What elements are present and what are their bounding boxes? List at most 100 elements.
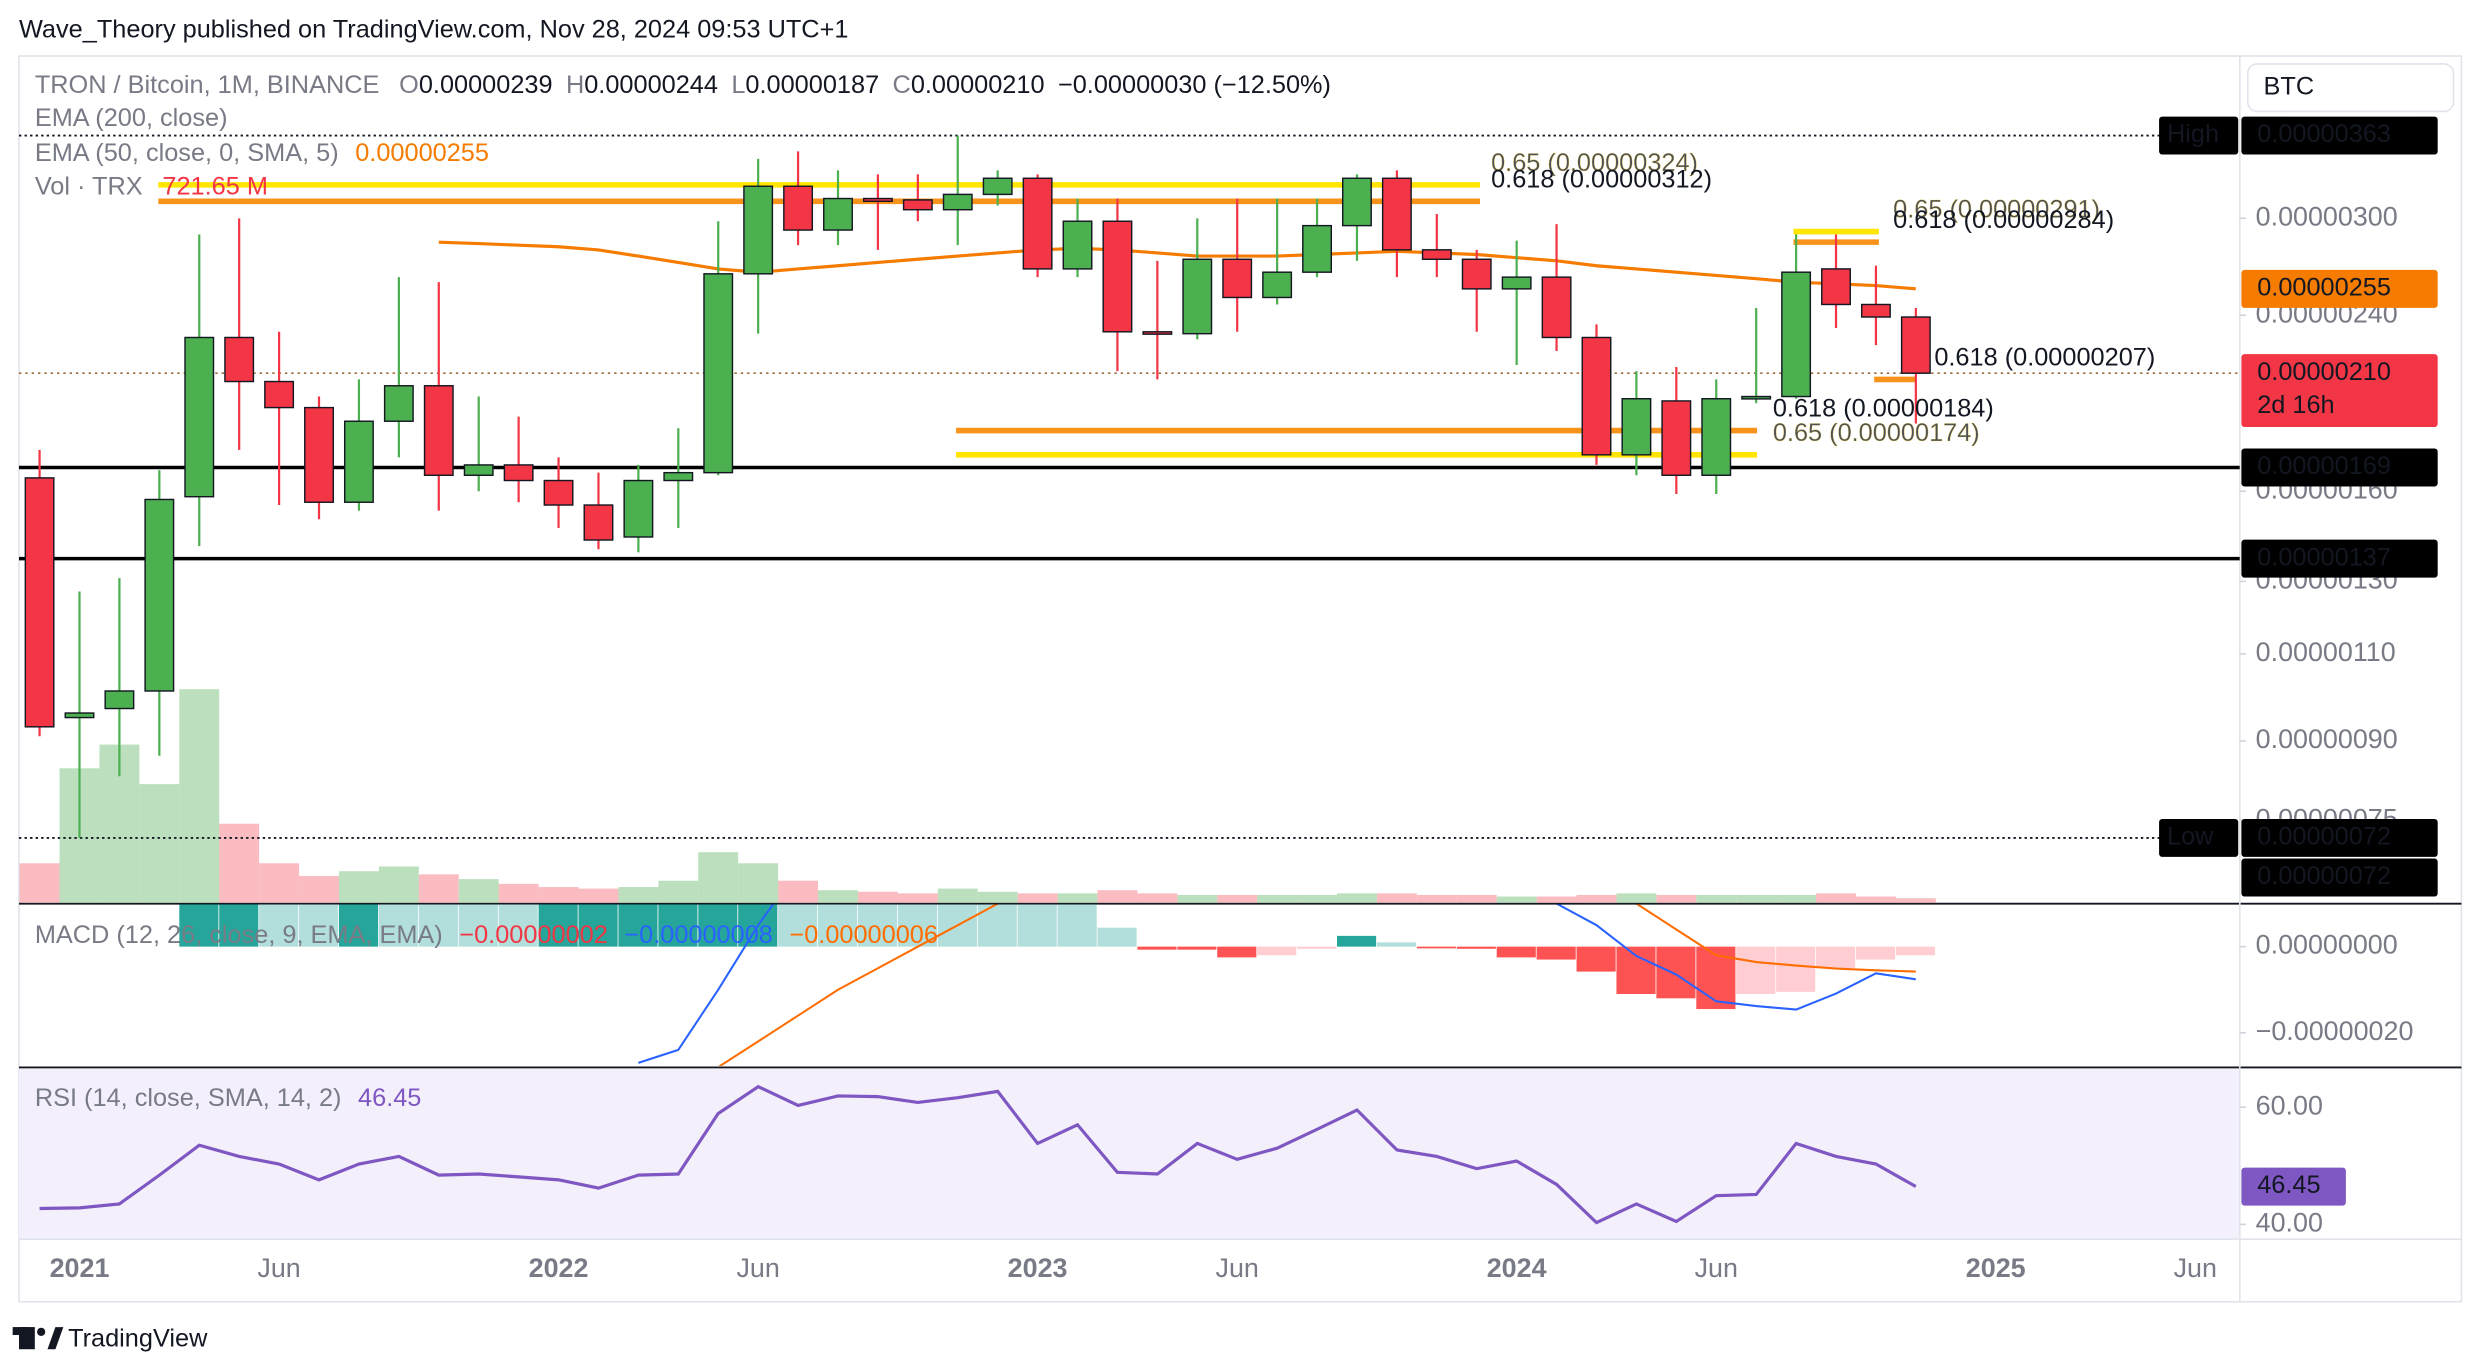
candle-body: [1741, 395, 1772, 400]
time-label: Jun: [1695, 1253, 1738, 1283]
candle-body: [703, 273, 734, 474]
price-label-box: [2241, 269, 2438, 308]
volume-bar: [1177, 894, 1218, 903]
candle-body: [1501, 276, 1532, 290]
price-label: 0.00000137: [2257, 543, 2391, 571]
macd-histogram-bar: [1337, 935, 1377, 947]
volume-bar: [1656, 894, 1697, 903]
volume-bar: [1536, 896, 1577, 903]
volume-bar: [179, 689, 220, 903]
candle-body: [902, 199, 933, 211]
macd-histogram-bar: [259, 904, 299, 947]
candle-body: [1781, 271, 1812, 398]
rsi-layer: [39, 1084, 1917, 1225]
volume-bar: [1257, 894, 1298, 903]
time-label: 2024: [1487, 1253, 1547, 1283]
price-label: 0.00000169: [2257, 452, 2391, 480]
candle-body: [343, 420, 374, 503]
macd-layer: [179, 904, 1936, 1066]
logo-part: [47, 1327, 64, 1350]
macd-histogram-bar: [1217, 946, 1257, 958]
price-label-note: 2d 16h: [2257, 391, 2334, 419]
volume-bar: [139, 784, 180, 903]
close-value: 0.00000210: [911, 71, 1045, 99]
macd-histogram-bar: [618, 904, 658, 947]
candle-body: [823, 197, 853, 231]
candle-body: [1222, 258, 1253, 299]
currency-button[interactable]: [2246, 63, 2455, 113]
currency-label[interactable]: BTC: [2264, 72, 2315, 100]
candle-body: [982, 177, 1013, 196]
candle-body: [1541, 276, 1572, 339]
macd-histogram-bar: [1855, 946, 1896, 960]
candle-body: [383, 385, 414, 422]
candle-body: [1621, 398, 1652, 456]
volume-bar: [1576, 894, 1617, 903]
price-label: 0.00000072: [2257, 862, 2391, 890]
volume-bar: [498, 883, 539, 903]
candle-body: [1860, 303, 1891, 318]
volume-bar: [937, 888, 978, 903]
macd-histogram-bar: [1656, 946, 1696, 999]
candle-body: [1900, 316, 1931, 374]
fib-label: 0.65 (0.00000324): [1491, 149, 1698, 177]
price-label: 0.00000363: [2257, 120, 2391, 148]
time-label: Jun: [736, 1253, 779, 1283]
candle-body: [1142, 331, 1173, 335]
candle-body: [663, 471, 694, 482]
price-label-box: [2241, 858, 2438, 897]
time-label: Jun: [257, 1253, 300, 1283]
macd-histogram-bar: [1177, 946, 1217, 950]
volume-bar: [1416, 894, 1457, 903]
time-label: 2025: [1966, 1253, 2026, 1283]
macd-histogram-bar: [1895, 946, 1936, 956]
volume-bar: [857, 891, 898, 903]
price-label: 0.00000210: [2257, 358, 2391, 386]
high-tag: H: [566, 71, 584, 99]
volume-bar: [658, 880, 699, 903]
fib-label: 0.618 (0.00000207): [1934, 344, 2155, 372]
rsi-value-label: 46.45: [2257, 1171, 2320, 1199]
macd-histogram-bar: [338, 904, 379, 947]
candle-body: [1421, 249, 1452, 260]
candle-body: [1302, 224, 1333, 273]
volume-bar: [738, 863, 779, 903]
macd-histogram-bar: [299, 904, 339, 947]
volume-bar: [1137, 893, 1178, 903]
rsi-name: RSI (14, close, SMA, 14, 2): [35, 1084, 342, 1112]
macd-legend: MACD (12, 26, close, 9, EMA, EMA) −0.000…: [35, 921, 938, 949]
volume-bar: [1855, 896, 1896, 903]
volume-bar: [299, 875, 339, 903]
volume-bar: [1776, 894, 1817, 903]
price-tag: High: [2167, 120, 2219, 148]
macd-histogram-bar: [1816, 946, 1856, 969]
ema50-value: 0.00000255: [355, 139, 489, 167]
candle-body: [423, 385, 454, 476]
candle-body: [1381, 177, 1412, 251]
candle-body: [304, 406, 334, 503]
fib-label: 0.65 (0.00000291): [1893, 196, 2100, 224]
volume-bar: [1337, 893, 1377, 903]
volume-bar: [1696, 894, 1737, 903]
time-label: 2021: [50, 1253, 110, 1283]
macd-histogram-bar: [1416, 946, 1456, 949]
candle-body: [1581, 336, 1612, 456]
volume-bar: [458, 879, 499, 903]
published-line: Wave_Theory published on TradingView.com…: [19, 15, 848, 43]
price-label: 0.00000072: [2257, 823, 2391, 851]
volume-bar: [1895, 898, 1936, 903]
price-label-box: [2241, 354, 2438, 427]
macd-histogram-bar: [1297, 946, 1337, 949]
time-label: 2023: [1008, 1253, 1068, 1283]
candle-body: [743, 185, 774, 275]
y-tick-label: 40.00: [2256, 1207, 2323, 1237]
price-label-box: [2241, 448, 2438, 487]
price-label: 0.00000255: [2257, 274, 2391, 302]
candle-body: [1102, 220, 1133, 333]
candle-body: [783, 185, 814, 231]
volume-value: 721.65 M: [162, 172, 268, 200]
macd-histogram-bar: [498, 904, 538, 947]
tradingview-logo: [12, 1327, 64, 1350]
candle-body: [1262, 271, 1293, 299]
candle-body: [1661, 400, 1692, 476]
